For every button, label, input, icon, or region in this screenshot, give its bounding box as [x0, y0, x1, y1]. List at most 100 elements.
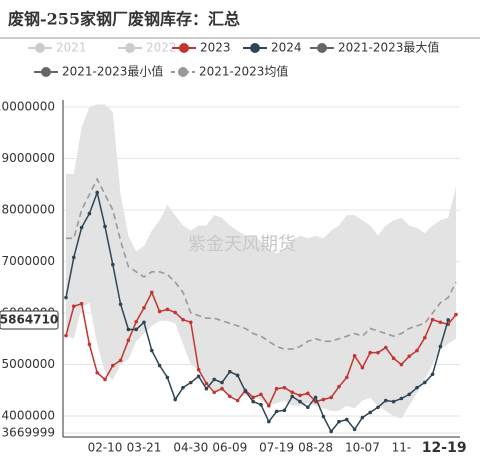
data-point — [352, 353, 357, 358]
data-point — [423, 380, 427, 385]
data-point — [290, 390, 295, 395]
data-point — [306, 405, 310, 410]
data-point — [399, 396, 404, 401]
data-point — [150, 290, 154, 295]
data-point — [87, 342, 92, 347]
data-point — [313, 395, 318, 400]
data-point — [337, 419, 341, 424]
data-point — [243, 389, 248, 394]
data-point — [360, 415, 365, 420]
data-point — [438, 320, 443, 325]
data-point — [142, 306, 146, 310]
data-point — [384, 398, 388, 403]
data-point — [282, 385, 287, 390]
legend-marker — [41, 67, 51, 77]
data-point — [329, 395, 334, 400]
legend-label: 2021 — [56, 41, 87, 55]
data-point — [407, 392, 412, 397]
data-point — [196, 374, 201, 379]
data-point — [391, 356, 396, 361]
data-point — [430, 372, 435, 377]
data-point — [134, 319, 138, 324]
data-point — [165, 307, 170, 312]
data-point — [79, 301, 84, 306]
data-point — [259, 402, 263, 407]
data-point — [329, 429, 334, 434]
highlight-label: 5864710 — [0, 312, 58, 326]
data-point — [391, 399, 396, 404]
data-point — [204, 381, 209, 386]
data-point — [173, 397, 177, 402]
data-point — [157, 363, 162, 368]
y-tick-label: 8000000 — [2, 203, 55, 217]
legend-marker — [317, 43, 327, 53]
data-point — [446, 318, 451, 322]
legend-label: 2021-2023均值 — [199, 64, 288, 79]
data-point — [212, 377, 216, 382]
y-tick-label: 9000000 — [2, 151, 55, 165]
data-point — [111, 363, 115, 368]
data-point — [360, 365, 365, 370]
y-tick-label: 4000000 — [2, 409, 55, 423]
data-point — [126, 338, 131, 343]
data-point — [173, 310, 177, 315]
x-tick-label: 08-28 — [298, 441, 333, 455]
data-point — [189, 380, 193, 385]
data-point — [423, 335, 427, 340]
data-point — [376, 405, 380, 410]
data-point — [220, 386, 224, 391]
watermark: 紫金天风期货 — [188, 234, 296, 255]
x-tick-label: 10-07 — [345, 441, 380, 455]
data-point — [95, 190, 99, 195]
data-point — [79, 225, 84, 230]
data-point — [267, 403, 271, 408]
data-point — [150, 348, 154, 353]
data-point — [220, 380, 224, 385]
data-point — [399, 362, 404, 367]
data-point — [352, 427, 357, 432]
data-point — [126, 327, 131, 332]
x-tick-label: 11- — [392, 441, 412, 455]
data-point — [72, 304, 76, 309]
data-point — [228, 394, 232, 399]
data-point — [228, 369, 232, 374]
x-tick-label: 07-19 — [259, 441, 294, 455]
legend-label: 2021-2023最大值 — [338, 40, 439, 55]
y-tick-label: 10000000 — [0, 100, 55, 114]
x-tick-label: 04-30 — [173, 441, 208, 455]
data-point — [282, 408, 287, 413]
data-point — [118, 358, 123, 363]
data-point — [430, 317, 435, 322]
data-point — [235, 373, 240, 378]
data-point — [118, 302, 123, 307]
data-point — [111, 262, 115, 267]
legend-label: 2023 — [200, 41, 231, 55]
legend-marker — [125, 43, 135, 53]
data-point — [157, 309, 162, 314]
data-point — [251, 399, 255, 404]
legend-label: 2021-2023最小值 — [62, 64, 163, 79]
data-point — [165, 375, 170, 380]
data-point — [321, 414, 326, 419]
legend-marker — [35, 43, 45, 53]
data-point — [368, 410, 373, 415]
legend-label: 2024 — [271, 41, 302, 55]
legend-marker — [250, 43, 260, 53]
data-point — [181, 317, 185, 322]
data-point — [103, 377, 107, 382]
series-line — [66, 177, 457, 350]
data-point — [376, 350, 380, 355]
data-point — [306, 391, 310, 396]
data-point — [407, 354, 412, 359]
data-point — [415, 385, 419, 390]
data-point — [142, 320, 146, 325]
x-tick-label: 02-10 — [88, 441, 123, 455]
data-point — [72, 255, 76, 260]
x-tick-label: 06-09 — [212, 441, 247, 455]
data-point — [95, 370, 99, 375]
y-tick-label: 5000000 — [2, 357, 55, 371]
data-point — [298, 399, 302, 404]
legend-marker — [178, 67, 188, 77]
data-point — [290, 394, 295, 399]
